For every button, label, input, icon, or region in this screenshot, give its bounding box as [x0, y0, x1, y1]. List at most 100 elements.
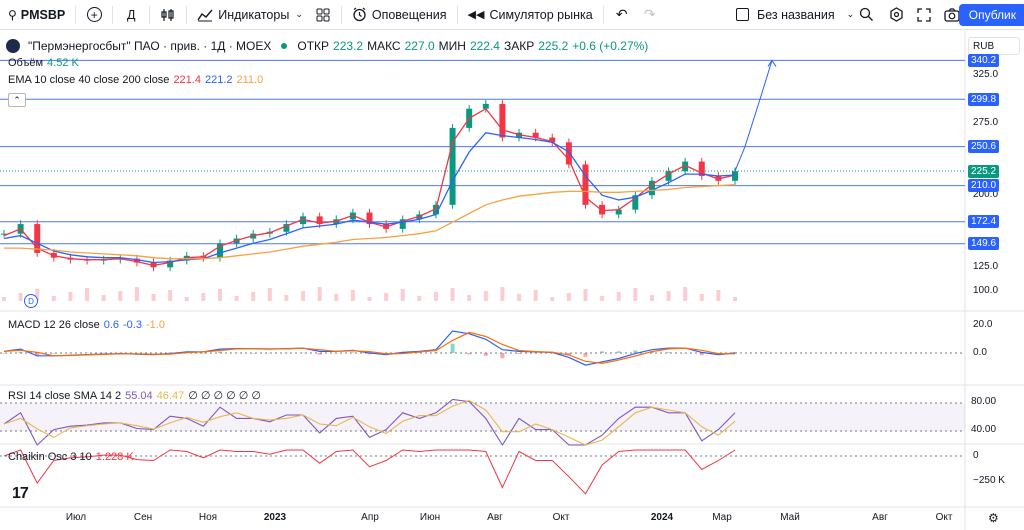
- indicators-button[interactable]: Индикаторы ⌄: [191, 0, 309, 30]
- macd-histogram-bar: [433, 352, 438, 353]
- close-value: 225.2: [538, 39, 569, 53]
- macd-histogram-bar: [699, 353, 704, 356]
- volume-bar: [600, 296, 605, 301]
- volume-bar: [566, 293, 571, 301]
- price-tag-label: 210.0: [968, 179, 1000, 193]
- volume-bar: [716, 290, 721, 301]
- candle-body: [732, 171, 738, 181]
- projection-path: [734, 60, 773, 172]
- candle-body: [698, 161, 705, 176]
- ema-legend[interactable]: EMA 10 close 40 close 200 close 221.4 22…: [8, 74, 263, 86]
- time-tick-label: Май: [780, 512, 800, 523]
- layout-name-button[interactable]: Без названия ⌄: [730, 0, 860, 30]
- rsi-pane[interactable]: [0, 398, 965, 447]
- volume-bar: [517, 294, 522, 301]
- candle-body: [599, 204, 606, 215]
- volume-bar: [134, 287, 139, 301]
- volume-bar: [85, 288, 90, 301]
- high-label: МАКС: [367, 39, 401, 53]
- candle-body: [565, 142, 572, 165]
- macd-histogram-bar: [317, 353, 322, 355]
- ema10-value: 221.4: [173, 74, 201, 86]
- timeframe-button[interactable]: Д: [117, 0, 145, 30]
- chaikin-line: [3, 449, 736, 495]
- volume-bar: [616, 292, 621, 301]
- macd-histogram-bar: [51, 353, 56, 354]
- candle-body: [665, 171, 672, 181]
- macd-histogram-bar: [566, 353, 571, 356]
- volume-label: Объём: [8, 57, 44, 69]
- chart-area[interactable]: "Пермэнергосбыт" ПАО · прив. · 1Д · MOEX…: [0, 31, 1024, 530]
- volume-bar: [350, 290, 355, 301]
- layout-name-label: Без названия: [757, 7, 835, 22]
- candle-body: [615, 209, 622, 215]
- candle-body: [216, 243, 223, 258]
- projection-arrowhead: [767, 59, 777, 67]
- volume-bar: [284, 295, 289, 301]
- redo-icon: ↷: [643, 6, 656, 22]
- time-tick-label: Июл: [65, 512, 87, 523]
- symbol-legend[interactable]: "Пермэнергосбыт" ПАО · прив. · 1Д · MOEX…: [6, 39, 648, 53]
- settings-button[interactable]: [882, 0, 910, 30]
- volume-bar: [2, 297, 6, 301]
- macd-legend[interactable]: MACD 12 26 close 0.6 -0.3 -1.0: [8, 319, 165, 331]
- price-pane[interactable]: [0, 59, 965, 301]
- volume-legend[interactable]: Объём 4.52 K: [8, 57, 79, 69]
- grid-layout-icon: [316, 8, 330, 21]
- candle-body: [482, 103, 489, 109]
- volume-bar: [35, 289, 40, 301]
- time-tick-label: 2024: [650, 512, 674, 523]
- chaikin-label: Chaikin Osc 3 10: [8, 451, 92, 463]
- chevron-down-icon: ⌄: [295, 9, 303, 19]
- volume-bar: [18, 293, 23, 301]
- rsi-legend[interactable]: RSI 14 close SMA 14 2 55.04 46.47 ∅ ∅ ∅ …: [8, 389, 261, 403]
- candle-body: [300, 216, 307, 225]
- publish-label: Опублик: [968, 8, 1016, 22]
- chaikin-tick-label: −250 K: [973, 475, 1005, 486]
- price-tag-label: 250.6: [968, 140, 1000, 154]
- replay-label: Симулятор рынка: [489, 7, 593, 22]
- macd-signal-value: -0.3: [123, 319, 142, 331]
- publish-button[interactable]: Опублик: [958, 4, 1024, 26]
- alerts-button[interactable]: Оповещения: [346, 0, 453, 30]
- chart-canvas[interactable]: [0, 31, 1024, 530]
- compare-add-button[interactable]: +: [80, 0, 108, 30]
- currency-select[interactable]: RUB: [968, 37, 1020, 55]
- redo-button[interactable]: ↷: [636, 0, 664, 30]
- quick-search-button[interactable]: [852, 0, 880, 30]
- rsi-sma-line: [3, 400, 736, 446]
- fullscreen-button[interactable]: [910, 0, 938, 30]
- divider: [186, 5, 188, 24]
- candle-body: [449, 127, 456, 205]
- candle-body: [499, 103, 506, 138]
- currency-label: RUB: [973, 40, 995, 52]
- open-value: 223.2: [333, 39, 364, 53]
- collapse-legend-button[interactable]: ⌃: [8, 93, 26, 107]
- volume-value: 4.52 K: [47, 57, 79, 69]
- low-value: 222.4: [469, 39, 500, 53]
- rsi-sma-value: 46.47: [156, 389, 185, 402]
- change-value: +0.6 (+0.27%): [572, 39, 649, 53]
- undo-button[interactable]: ↶: [608, 0, 636, 30]
- chaikin-tick-label: 0: [973, 450, 979, 461]
- chart-type-button[interactable]: [154, 0, 182, 30]
- symbol-search-button[interactable]: ⚲ PMSBP: [0, 0, 71, 30]
- tradingview-logo-text: 17: [12, 485, 29, 502]
- replay-button[interactable]: ◀◀ Симулятор рынка: [462, 0, 599, 30]
- symbol-full-name: "Пермэнергосбыт" ПАО · прив. · 1Д · MOEX: [28, 39, 272, 53]
- chaikin-legend[interactable]: Chaikin Osc 3 10 1.228 K: [8, 451, 134, 463]
- chaikin-pane[interactable]: [0, 449, 965, 495]
- volume-bar: [234, 296, 239, 301]
- layouts-button[interactable]: [309, 0, 337, 30]
- dividend-marker[interactable]: D: [24, 294, 38, 308]
- candle-body: [549, 137, 556, 143]
- macd-pane[interactable]: [0, 330, 965, 366]
- top-toolbar: ⚲ PMSBP + Д Индикаторы ⌄ Оповещения ◀◀ С…: [0, 0, 1024, 30]
- macd-line: [3, 330, 736, 366]
- rsi-label: RSI 14 close SMA 14 2: [8, 389, 122, 402]
- divider: [340, 5, 342, 24]
- macd-histogram-bar: [2, 353, 6, 354]
- tradingview-logo[interactable]: 17: [12, 485, 29, 503]
- timeframe-label: Д: [127, 7, 136, 22]
- scale-settings-button[interactable]: ⚙: [988, 511, 999, 525]
